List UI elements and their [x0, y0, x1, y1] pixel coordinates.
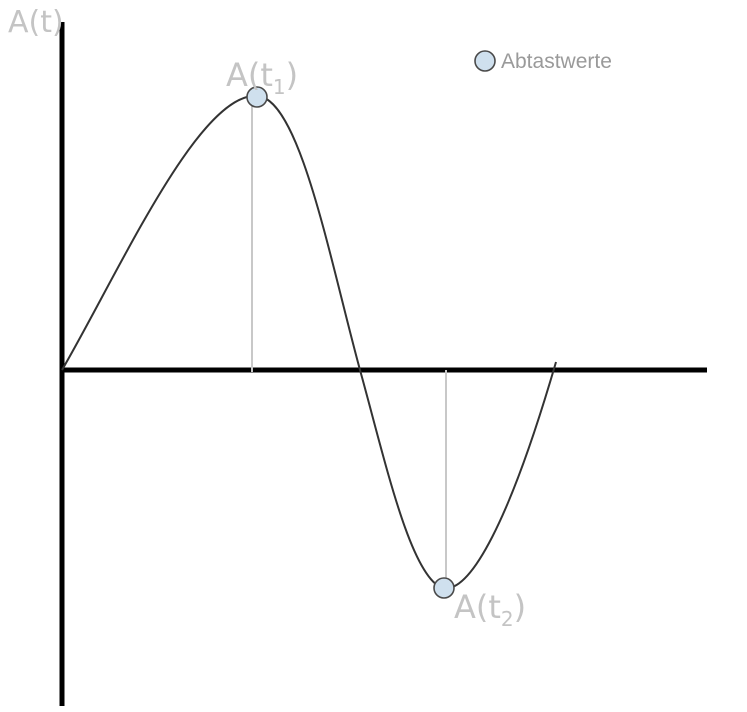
sample-marker-1 [246, 86, 268, 108]
legend-marker-icon [474, 50, 496, 72]
sample-marker-2 [433, 577, 455, 599]
sample-label-1: A(t1) [226, 56, 298, 99]
legend-label: Abtastwerte [501, 50, 612, 73]
y-axis-label: A(t) [8, 5, 64, 40]
legend: Abtastwerte [474, 50, 612, 73]
sample-label-2: A(t2) [454, 588, 526, 631]
signal-curve [61, 94, 557, 590]
